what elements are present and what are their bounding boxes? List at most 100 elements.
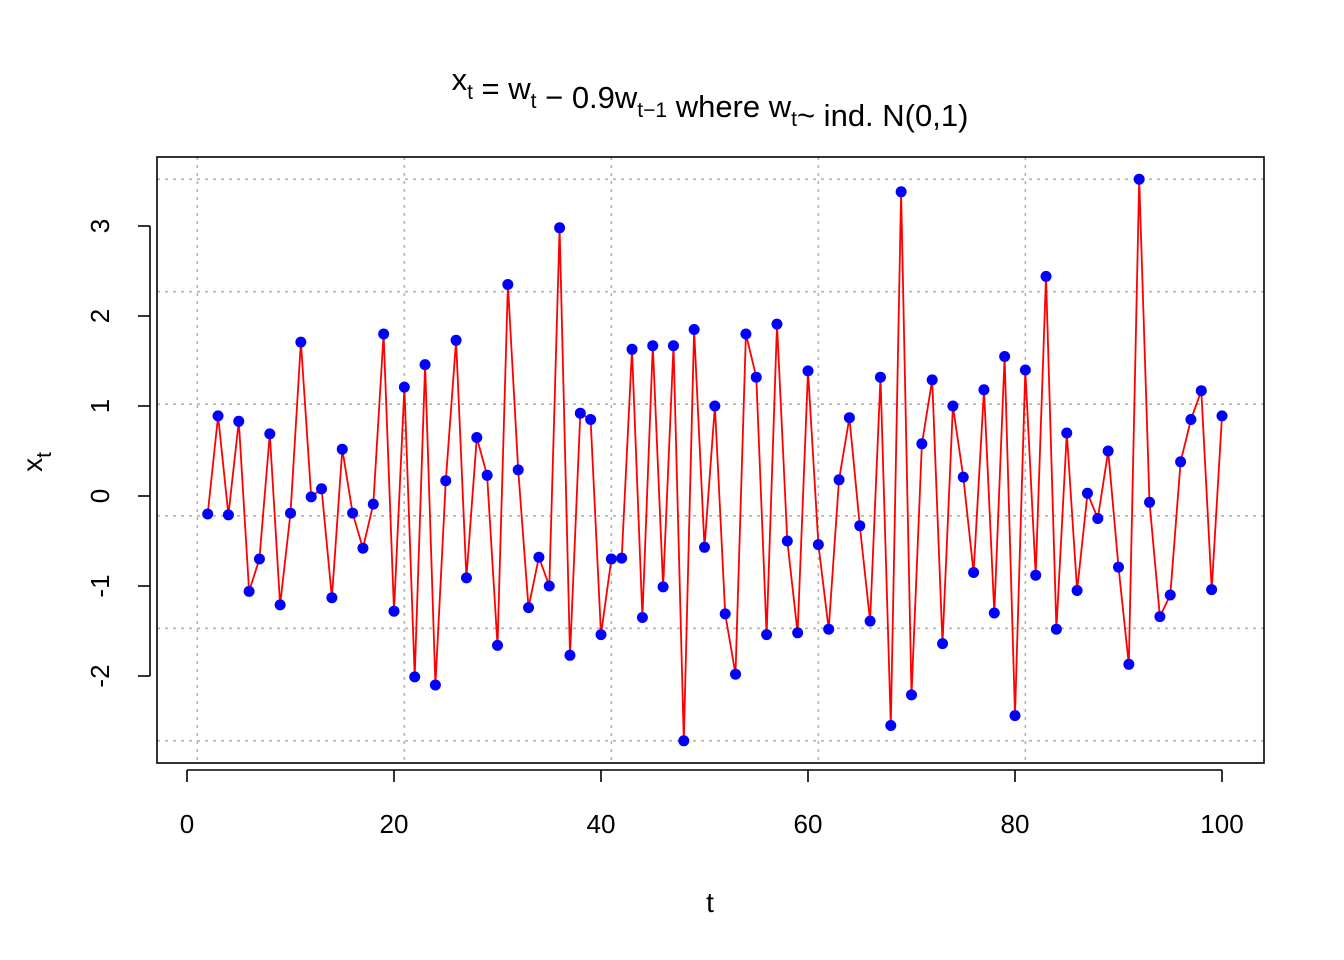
title-subscript: t−1 [637,99,667,122]
title-part: x [452,62,468,97]
title-part: where w [667,89,792,124]
data-point [616,552,628,564]
data-point [543,580,555,592]
data-point [802,365,814,377]
x-tick-label: 40 [587,809,616,839]
data-point [1019,364,1031,376]
data-point [988,607,1000,619]
title-part: − 0.9w [536,80,637,115]
data-point [512,464,524,476]
data-point [885,720,897,731]
data-point [771,318,783,330]
data-point [450,334,462,346]
data-point [1113,561,1124,573]
data-point [378,328,390,340]
data-point [305,491,317,503]
x-tick-label: 20 [380,809,409,839]
data-point [626,343,638,355]
series-line [206,179,1223,741]
data-point [1206,584,1218,596]
data-point [326,592,338,604]
data-point [357,542,369,554]
data-point [1061,427,1073,439]
data-point [781,535,793,547]
plot-frame [156,156,1265,764]
data-point [1071,585,1083,596]
data-point [1164,589,1176,601]
y-label-subscript: t [33,452,56,458]
data-point [999,351,1011,362]
data-point [1133,173,1145,185]
y-tick-label: 2 [85,309,115,323]
data-point [1195,385,1207,397]
data-point [1185,414,1197,425]
data-point [460,572,472,584]
data-point [212,410,224,422]
data-point [1175,456,1187,468]
data-point [688,324,700,335]
chart-title: xt = wt − 0.9wt−1 where wt~ ind. N(0,1) [452,62,969,133]
data-point [419,359,431,371]
data-point [647,340,659,352]
data-point [1102,445,1114,457]
data-point [429,679,441,691]
data-point [264,428,276,440]
data-point [947,400,959,412]
data-point [657,581,669,593]
title-subscript: t [467,81,473,104]
y-tick-label: -1 [85,574,115,597]
data-point [336,443,348,455]
title-part: = w [473,71,531,106]
data-point [636,612,648,623]
x-axis: 0 20 40 60 80 100 [180,769,1244,839]
data-point [574,407,586,419]
data-point [916,438,928,450]
data-point [937,638,949,650]
data-point [978,384,990,396]
data-point [481,469,493,481]
data-point [968,567,980,578]
data-point [316,483,328,495]
data-point [471,432,483,443]
data-point [585,414,597,425]
x-axis-label: t [706,887,714,918]
y-tick-label: 1 [85,399,115,413]
data-point [1123,658,1135,670]
data-point [564,649,576,661]
data-point [1144,496,1156,508]
data-point [823,623,835,635]
data-point [740,328,752,340]
data-point [719,608,731,620]
y-axis-label: xt [17,452,56,472]
data-point [812,539,824,551]
data-point [388,605,400,617]
data-point [1009,710,1021,722]
data-point [502,279,514,290]
data-point [398,381,410,393]
data-point [854,520,866,532]
x-tick-label: 100 [1200,809,1243,839]
x-tick-label: 80 [1001,809,1030,839]
data-point [761,629,773,641]
y-label-text: x [17,458,48,472]
data-point [295,336,307,348]
title-part: ~ ind. N(0,1) [797,98,968,133]
title-subscript: t [791,108,797,131]
data-point [409,671,421,683]
data-point [843,412,855,424]
data-point [678,735,690,747]
data-point [243,585,255,597]
data-point [605,553,617,565]
data-point [202,508,214,520]
data-point [347,507,359,519]
data-point [709,400,721,412]
data-point [1030,569,1042,581]
data-point [730,668,742,680]
data-point [233,415,245,427]
data-point [895,186,907,198]
data-point [274,599,286,611]
data-point [699,541,710,553]
data-point [750,371,762,383]
data-point [533,551,545,563]
